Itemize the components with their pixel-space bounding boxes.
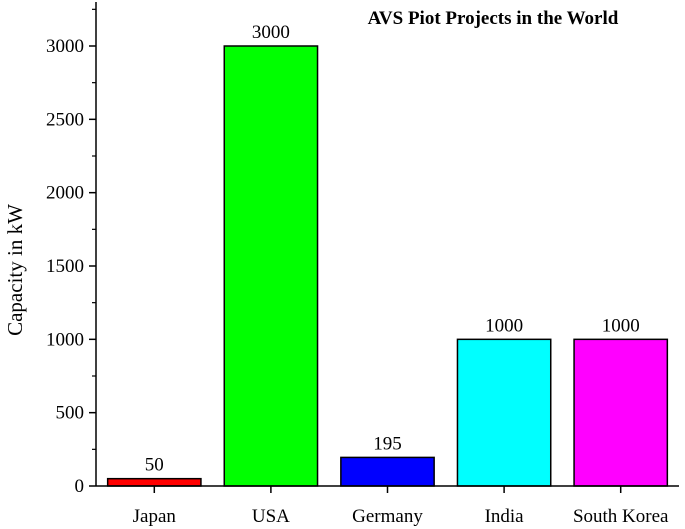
bar-japan — [106, 477, 202, 487]
data-label: 1000 — [485, 315, 523, 336]
y-tick-label: 1500 — [46, 256, 84, 277]
data-label: 3000 — [252, 22, 290, 43]
x-tick-label: South Korea — [573, 506, 669, 527]
data-label: 195 — [373, 433, 402, 454]
y-tick-label: 2000 — [46, 183, 84, 204]
y-tick-label: 500 — [56, 403, 85, 424]
x-tick-label: India — [485, 506, 525, 527]
bar-india — [456, 338, 552, 487]
chart-title: AVS Piot Projects in the World — [368, 8, 619, 29]
y-axis-title: Capacity in kW — [3, 204, 27, 336]
x-tick-label: Japan — [133, 506, 177, 527]
data-label: 50 — [145, 455, 164, 476]
y-tick-label: 1000 — [46, 329, 84, 350]
data-label: 1000 — [602, 315, 640, 336]
bar-usa — [223, 45, 319, 487]
y-tick-label: 3000 — [46, 36, 84, 57]
x-tick-label: Germany — [352, 506, 423, 527]
x-axis: Japan USA Germany India South Korea — [96, 485, 679, 527]
y-tick-label: 0 — [75, 476, 85, 497]
bar-germany — [340, 456, 435, 487]
y-axis: 0 500 1000 1500 2000 2500 3000 — [46, 2, 97, 497]
x-tick-label: USA — [252, 506, 290, 527]
bars-group — [106, 45, 669, 487]
y-tick-label: 2500 — [46, 109, 84, 130]
bar-south-korea — [573, 338, 669, 487]
data-labels-group: 50 3000 195 1000 1000 — [145, 22, 640, 476]
